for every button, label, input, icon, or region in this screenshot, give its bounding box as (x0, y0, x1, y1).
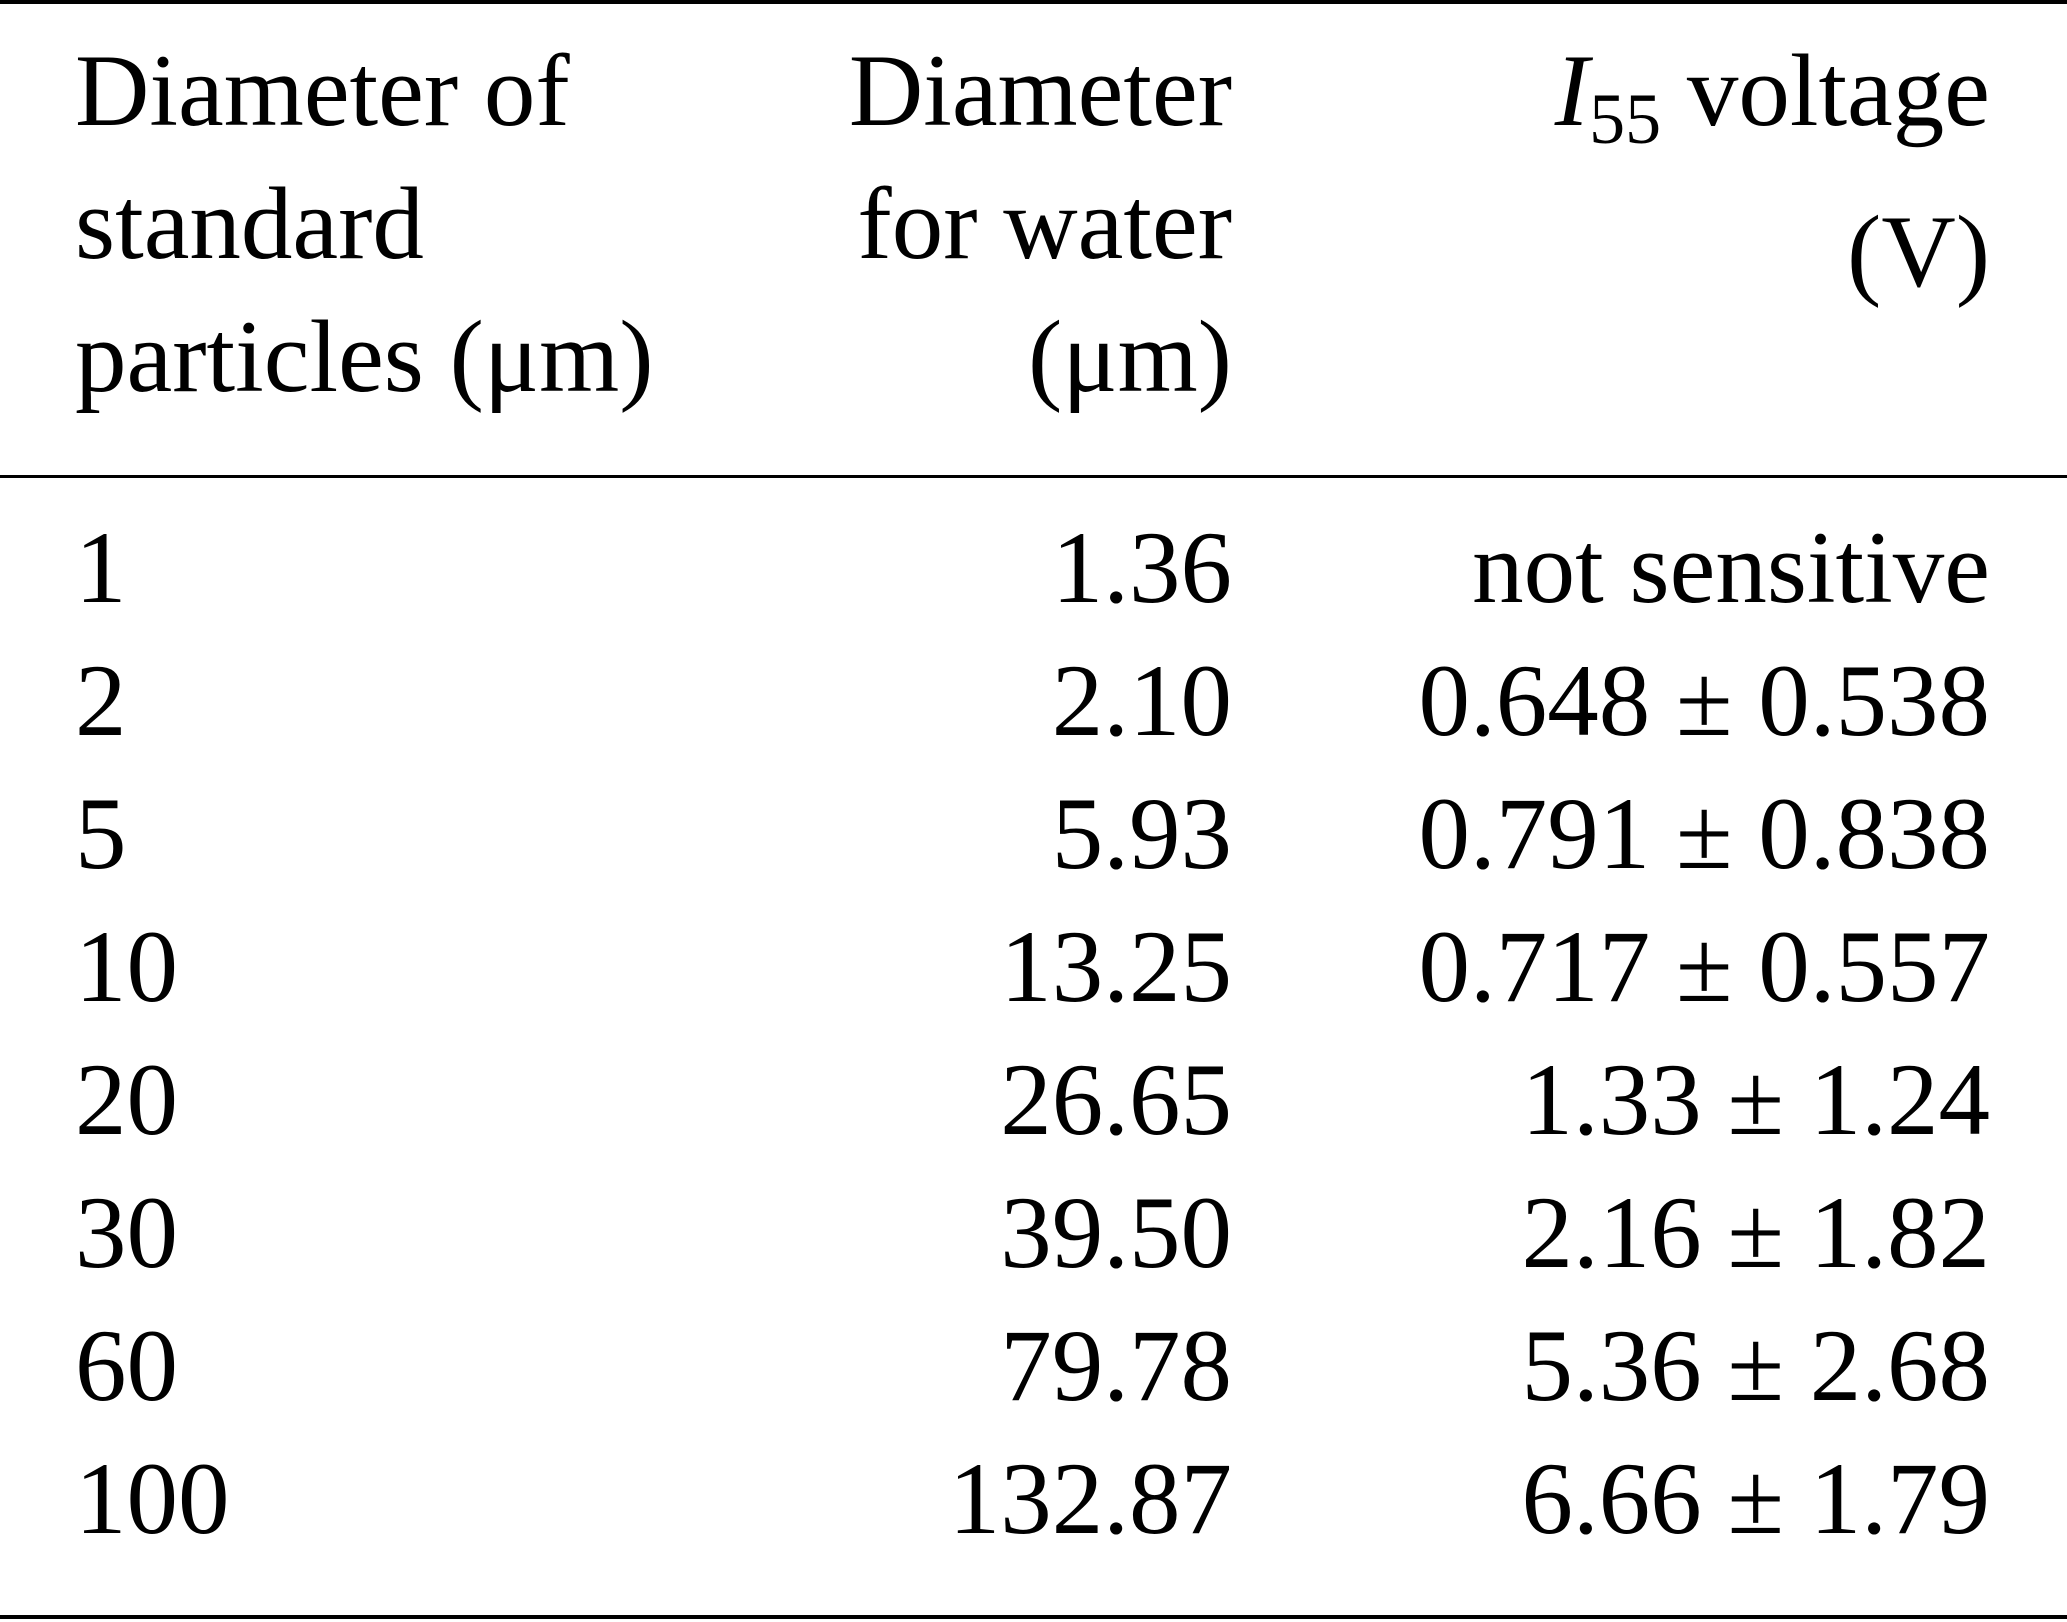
table-row: 5 5.93 0.791 ± 0.838 (0, 768, 2067, 901)
header-voltage: I55 voltage (V) (1555, 25, 1990, 319)
header-line: Diameter of (75, 34, 570, 148)
cell-standard-diameter: 10 (75, 910, 178, 1024)
cell-water-diameter: 39.50 (1000, 1176, 1232, 1290)
table-row: 60 79.78 5.36 ± 2.68 (0, 1300, 2067, 1433)
table-body: 1 1.36 not sensitive 2 2.10 0.648 ± 0.538 5 5.9… (0, 502, 2067, 1566)
cell-voltage: 0.791 ± 0.838 (1418, 777, 1990, 891)
cell-voltage: not sensitive (1472, 511, 1990, 625)
cell-standard-diameter: 1 (75, 511, 127, 625)
header-water-diameter: Diameter for water (μm) (849, 25, 1232, 424)
cell-water-diameter: 1.36 (1051, 511, 1232, 625)
header-line: I55 voltage (1555, 25, 1990, 186)
cell-water-diameter: 79.78 (1000, 1309, 1232, 1423)
table-row: 1 1.36 not sensitive (0, 502, 2067, 635)
cell-water-diameter: 26.65 (1000, 1043, 1232, 1157)
header-standard-diameter: Diameter of standard particles (μm) (75, 25, 654, 424)
cell-standard-diameter: 30 (75, 1176, 178, 1290)
cell-standard-diameter: 60 (75, 1309, 178, 1423)
table-row: 100 132.87 6.66 ± 1.79 (0, 1433, 2067, 1566)
cell-voltage: 1.33 ± 1.24 (1521, 1043, 1990, 1157)
header-line: Diameter (848, 34, 1232, 148)
cell-water-diameter: 132.87 (948, 1442, 1232, 1556)
header-line: (V) (1847, 195, 1990, 309)
header-rule (0, 475, 2067, 478)
cell-voltage: 6.66 ± 1.79 (1521, 1442, 1990, 1556)
cell-standard-diameter: 2 (75, 644, 127, 758)
cell-standard-diameter: 20 (75, 1043, 178, 1157)
cell-voltage: 0.717 ± 0.557 (1418, 910, 1990, 1024)
cell-voltage: 0.648 ± 0.538 (1418, 644, 1990, 758)
header-symbol: I (1554, 34, 1590, 148)
table-row: 20 26.65 1.33 ± 1.24 (0, 1034, 2067, 1167)
top-rule (0, 0, 2067, 4)
cell-water-diameter: 5.93 (1051, 777, 1232, 891)
bottom-rule (0, 1615, 2067, 1619)
header-text: voltage (1661, 34, 1990, 148)
cell-standard-diameter: 5 (75, 777, 127, 891)
cell-water-diameter: 2.10 (1051, 644, 1232, 758)
table-row: 30 39.50 2.16 ± 1.82 (0, 1167, 2067, 1300)
table-row: 2 2.10 0.648 ± 0.538 (0, 635, 2067, 768)
header-line: standard (75, 167, 424, 281)
cell-voltage: 5.36 ± 2.68 (1521, 1309, 1990, 1423)
header-line: particles (μm) (75, 300, 654, 414)
header-subscript: 55 (1589, 79, 1662, 159)
header-line: (μm) (1028, 300, 1232, 414)
cell-water-diameter: 13.25 (1000, 910, 1232, 1024)
cell-voltage: 2.16 ± 1.82 (1521, 1176, 1990, 1290)
header-line: for water (857, 167, 1232, 281)
table-row: 10 13.25 0.717 ± 0.557 (0, 901, 2067, 1034)
cell-standard-diameter: 100 (75, 1442, 230, 1556)
